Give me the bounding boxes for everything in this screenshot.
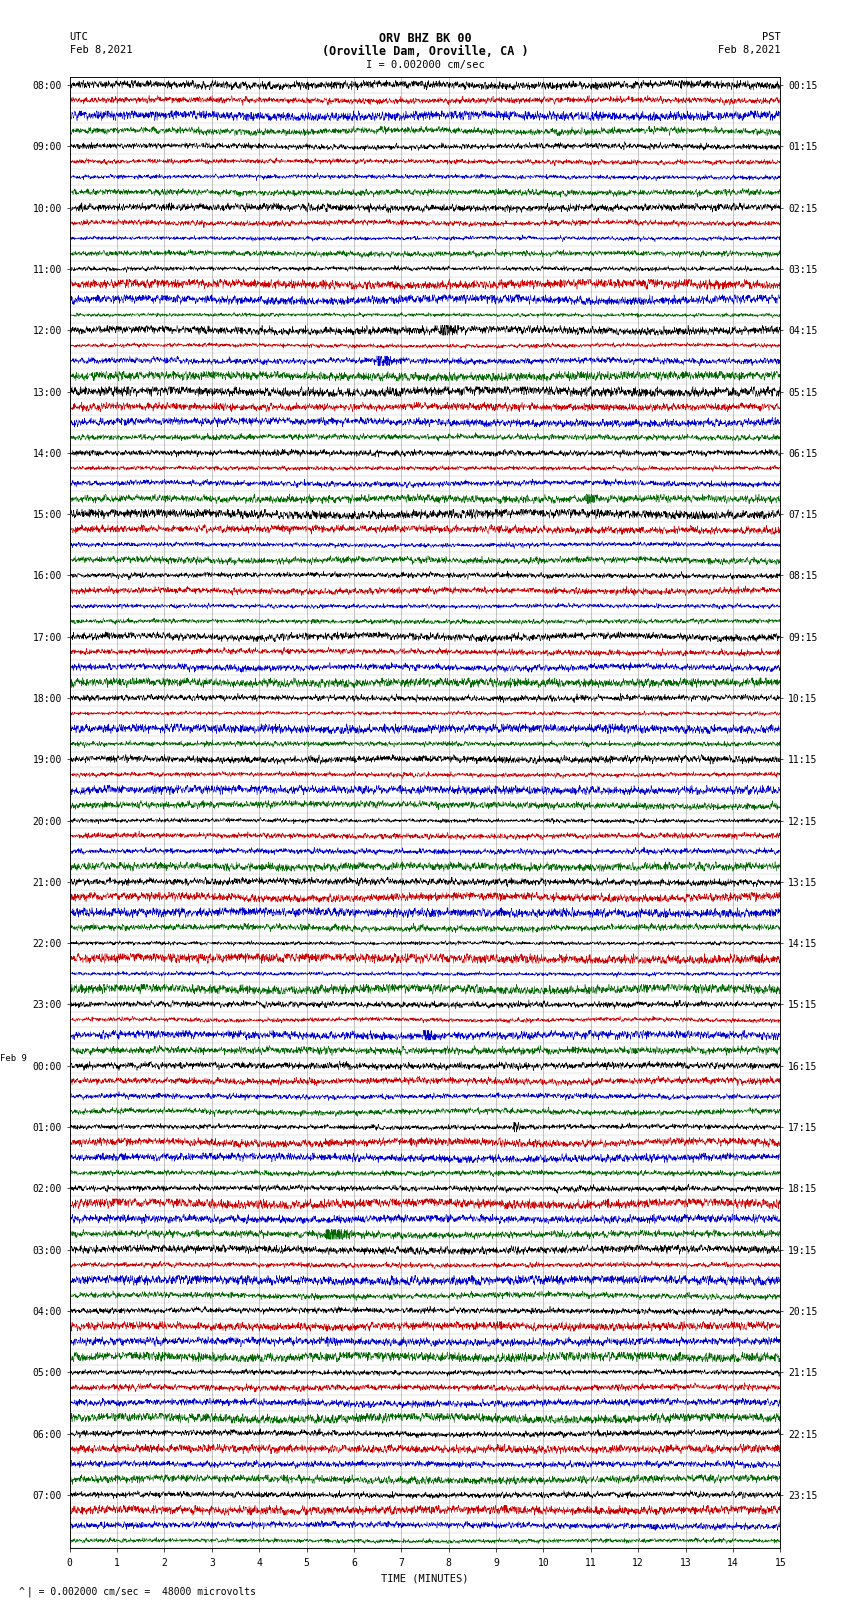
Text: Feb 8,2021: Feb 8,2021 [70, 45, 133, 55]
Text: | = 0.002000 cm/sec =  48000 microvolts: | = 0.002000 cm/sec = 48000 microvolts [21, 1586, 256, 1597]
Text: ORV BHZ BK 00: ORV BHZ BK 00 [379, 32, 471, 45]
Text: UTC: UTC [70, 32, 88, 42]
Text: Feb 8,2021: Feb 8,2021 [717, 45, 780, 55]
Text: ^: ^ [19, 1587, 25, 1597]
Text: I = 0.002000 cm/sec: I = 0.002000 cm/sec [366, 60, 484, 69]
Text: Feb 9: Feb 9 [0, 1053, 27, 1063]
X-axis label: TIME (MINUTES): TIME (MINUTES) [382, 1573, 468, 1582]
Text: PST: PST [762, 32, 780, 42]
Text: (Oroville Dam, Oroville, CA ): (Oroville Dam, Oroville, CA ) [321, 45, 529, 58]
